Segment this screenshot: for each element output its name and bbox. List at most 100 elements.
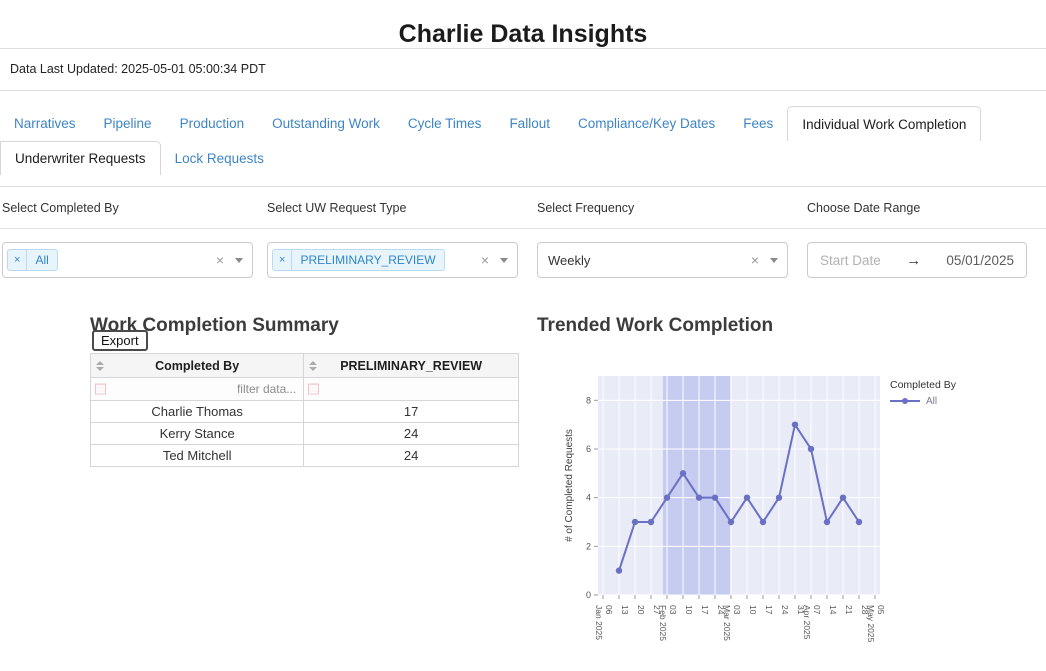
tab-pipeline[interactable]: Pipeline bbox=[103, 116, 152, 131]
y-tick-label: 2 bbox=[586, 541, 591, 551]
clear-icon[interactable]: × bbox=[480, 252, 489, 268]
filter-placeholder: filter data... bbox=[236, 382, 297, 396]
data-point bbox=[839, 494, 847, 501]
secondary-tab-bar: Underwriter Requests Lock Requests bbox=[0, 141, 278, 175]
frequency-select[interactable]: Weekly × bbox=[537, 242, 788, 278]
data-point bbox=[663, 494, 671, 501]
frequency-filter-label: Select Frequency bbox=[537, 201, 635, 215]
data-point bbox=[647, 518, 655, 526]
filter-icon[interactable] bbox=[95, 383, 106, 395]
sort-icon[interactable] bbox=[96, 360, 104, 371]
updated-divider bbox=[0, 90, 1046, 91]
filter-icon[interactable] bbox=[308, 383, 320, 395]
tab-outstanding-work[interactable]: Outstanding Work bbox=[272, 116, 380, 131]
clear-icon[interactable]: × bbox=[215, 252, 224, 268]
clear-icon[interactable]: × bbox=[750, 252, 759, 268]
subtab-underwriter-requests[interactable]: Underwriter Requests bbox=[0, 141, 161, 175]
data-point bbox=[823, 518, 831, 526]
caret-down-icon[interactable] bbox=[235, 257, 243, 263]
x-tick-label: 05May 2025 bbox=[866, 605, 886, 643]
export-button[interactable]: Export bbox=[92, 330, 148, 351]
x-tick-label: 27 bbox=[652, 605, 662, 615]
x-tick-label: 31 bbox=[796, 605, 806, 615]
tab-compliance-key-dates[interactable]: Compliance/Key Dates bbox=[577, 116, 716, 131]
x-tick-label: 06Jan 2025 bbox=[594, 605, 614, 640]
chip-remove-icon[interactable]: × bbox=[273, 250, 293, 270]
x-tick-label: 03Mar 2025 bbox=[722, 605, 742, 641]
y-tick-label: 0 bbox=[586, 590, 591, 600]
y-tick-label: 4 bbox=[586, 493, 591, 503]
table-row: Ted Mitchell 24 bbox=[89, 444, 519, 467]
tab-fees[interactable]: Fees bbox=[743, 116, 774, 131]
column-header-label: PRELIMINARY_REVIEW bbox=[340, 358, 483, 373]
trend-line bbox=[618, 422, 860, 571]
y-tick-label: 8 bbox=[586, 395, 591, 405]
tab-cycle-times[interactable]: Cycle Times bbox=[407, 116, 482, 131]
selected-chip: × All bbox=[7, 249, 58, 271]
plot-area bbox=[598, 376, 880, 595]
filter-cell-completed-by[interactable]: filter data... bbox=[89, 377, 305, 401]
frequency-value: Weekly bbox=[548, 252, 591, 268]
page-title: Charlie Data Insights bbox=[398, 19, 648, 48]
last-updated-text: Data Last Updated: 2025-05-01 05:00:34 P… bbox=[10, 62, 266, 76]
value-cell: 24 bbox=[303, 422, 519, 445]
x-tick-label: 21 bbox=[844, 605, 854, 615]
column-header-label: Completed By bbox=[155, 358, 240, 373]
x-tick-label: 28 bbox=[860, 605, 870, 615]
y-axis-title: # of Completed Requests bbox=[564, 429, 575, 542]
highlight-band bbox=[663, 376, 731, 595]
filter-cell-preliminary-review[interactable] bbox=[303, 377, 519, 401]
tab-individual-work-completion[interactable]: Individual Work Completion bbox=[787, 106, 982, 141]
start-date-input[interactable]: Start Date bbox=[820, 252, 881, 268]
caret-down-icon[interactable] bbox=[770, 257, 778, 263]
x-tick-label: 14 bbox=[828, 605, 838, 615]
summary-section-title: Work Completion Summary bbox=[90, 314, 339, 336]
selected-chip: × PRELIMINARY_REVIEW bbox=[272, 249, 445, 271]
x-tick-label: 07Apr 2025 bbox=[802, 605, 822, 640]
data-point bbox=[631, 518, 639, 526]
data-point bbox=[679, 470, 687, 477]
date-range-picker[interactable]: Start Date → 05/01/2025 bbox=[807, 242, 1027, 278]
uw-request-type-multiselect[interactable]: × PRELIMINARY_REVIEW × bbox=[267, 242, 518, 278]
tab-production[interactable]: Production bbox=[179, 116, 245, 131]
subtab-lock-requests[interactable]: Lock Requests bbox=[174, 150, 264, 166]
column-header-preliminary-review[interactable]: PRELIMINARY_REVIEW bbox=[303, 353, 519, 378]
x-tick-label: 03Feb 2025 bbox=[658, 605, 678, 641]
value-cell: 17 bbox=[303, 400, 519, 423]
x-tick-label: 13 bbox=[620, 605, 630, 615]
data-point bbox=[615, 567, 623, 574]
arrow-right-icon: → bbox=[906, 251, 922, 269]
chip-label: PRELIMINARY_REVIEW bbox=[300, 253, 436, 267]
data-point bbox=[743, 494, 751, 501]
sort-icon[interactable] bbox=[309, 360, 318, 371]
filter-label-divider bbox=[0, 228, 1046, 229]
data-point bbox=[791, 421, 799, 428]
caret-down-icon[interactable] bbox=[500, 257, 508, 263]
completed-by-filter-label: Select Completed By bbox=[2, 201, 119, 215]
trended-section-title: Trended Work Completion bbox=[537, 314, 774, 336]
table-row: Charlie Thomas 17 bbox=[89, 400, 519, 423]
x-tick-label: 10 bbox=[684, 605, 694, 615]
value-cell: 24 bbox=[303, 444, 519, 467]
primary-tab-bar: Narratives Pipeline Production Outstanding … bbox=[0, 106, 982, 141]
completed-by-multiselect[interactable]: × All × bbox=[2, 242, 253, 278]
tab-narratives[interactable]: Narratives bbox=[14, 116, 76, 131]
column-header-completed-by[interactable]: Completed By bbox=[89, 353, 305, 378]
trended-chart-container: 0 2 4 6 8 06Jan 2025 13 20 27 03Feb 2025 10 17 24 03M… bbox=[558, 368, 1044, 671]
x-tick-label: 10 bbox=[748, 605, 758, 615]
completed-by-cell: Kerry Stance bbox=[89, 422, 305, 445]
completed-by-cell: Ted Mitchell bbox=[89, 444, 305, 467]
completed-by-cell: Charlie Thomas bbox=[89, 400, 305, 423]
legend-entry: All bbox=[926, 396, 937, 407]
x-tick-label: 17 bbox=[700, 605, 710, 615]
data-point bbox=[727, 518, 735, 526]
end-date-input[interactable]: 05/01/2025 bbox=[946, 252, 1014, 268]
table-row: Kerry Stance 24 bbox=[89, 422, 519, 445]
data-point bbox=[807, 445, 815, 453]
chip-remove-icon[interactable]: × bbox=[8, 250, 28, 270]
tab-fallout[interactable]: Fallout bbox=[509, 116, 550, 131]
x-tick-label: 17 bbox=[764, 605, 774, 615]
data-point bbox=[695, 494, 703, 501]
